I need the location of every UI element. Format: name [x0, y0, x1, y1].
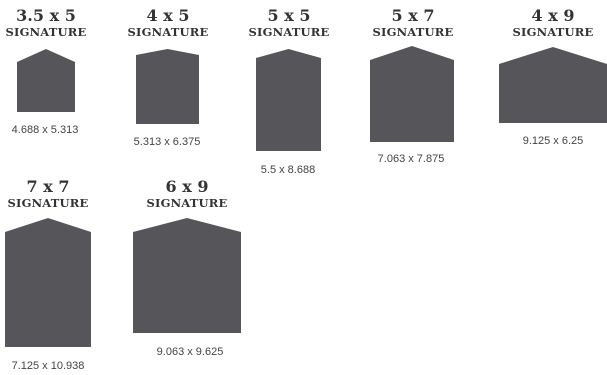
- shape-silhouette: [133, 218, 241, 333]
- dimensions-label: 7.063 x 7.875: [377, 153, 445, 165]
- series-label: SIGNATURE: [7, 196, 89, 210]
- dimensions-label: 9.125 x 6.25: [522, 135, 584, 147]
- dimensions-label: 5.5 x 8.688: [260, 164, 316, 176]
- size-label: 4 x 5: [146, 6, 190, 25]
- series-label: SIGNATURE: [5, 25, 87, 39]
- series-label: SIGNATURE: [372, 25, 454, 39]
- dimensions-label: 5.313 x 6.375: [133, 136, 201, 148]
- shape-silhouette: [256, 49, 321, 151]
- series-label: SIGNATURE: [146, 196, 228, 210]
- shape-silhouette: [499, 47, 607, 123]
- shape-silhouette: [17, 49, 75, 112]
- size-label: 3.5 x 5: [16, 6, 76, 25]
- dimensions-label: 7.125 x 10.938: [11, 360, 85, 372]
- dimensions-label: 4.688 x 5.313: [11, 124, 79, 136]
- shape-silhouette: [5, 218, 91, 347]
- dimensions-label: 9.063 x 9.625: [156, 346, 224, 358]
- size-label: 5 x 7: [391, 6, 435, 25]
- size-label: 5 x 5: [267, 6, 311, 25]
- series-label: SIGNATURE: [248, 25, 330, 39]
- series-label: SIGNATURE: [127, 25, 209, 39]
- shape-silhouette: [136, 49, 199, 124]
- size-label: 6 x 9: [165, 177, 209, 196]
- shape-silhouette: [370, 46, 454, 142]
- size-label: 7 x 7: [26, 177, 70, 196]
- series-label: SIGNATURE: [512, 25, 594, 39]
- size-label: 4 x 9: [531, 6, 575, 25]
